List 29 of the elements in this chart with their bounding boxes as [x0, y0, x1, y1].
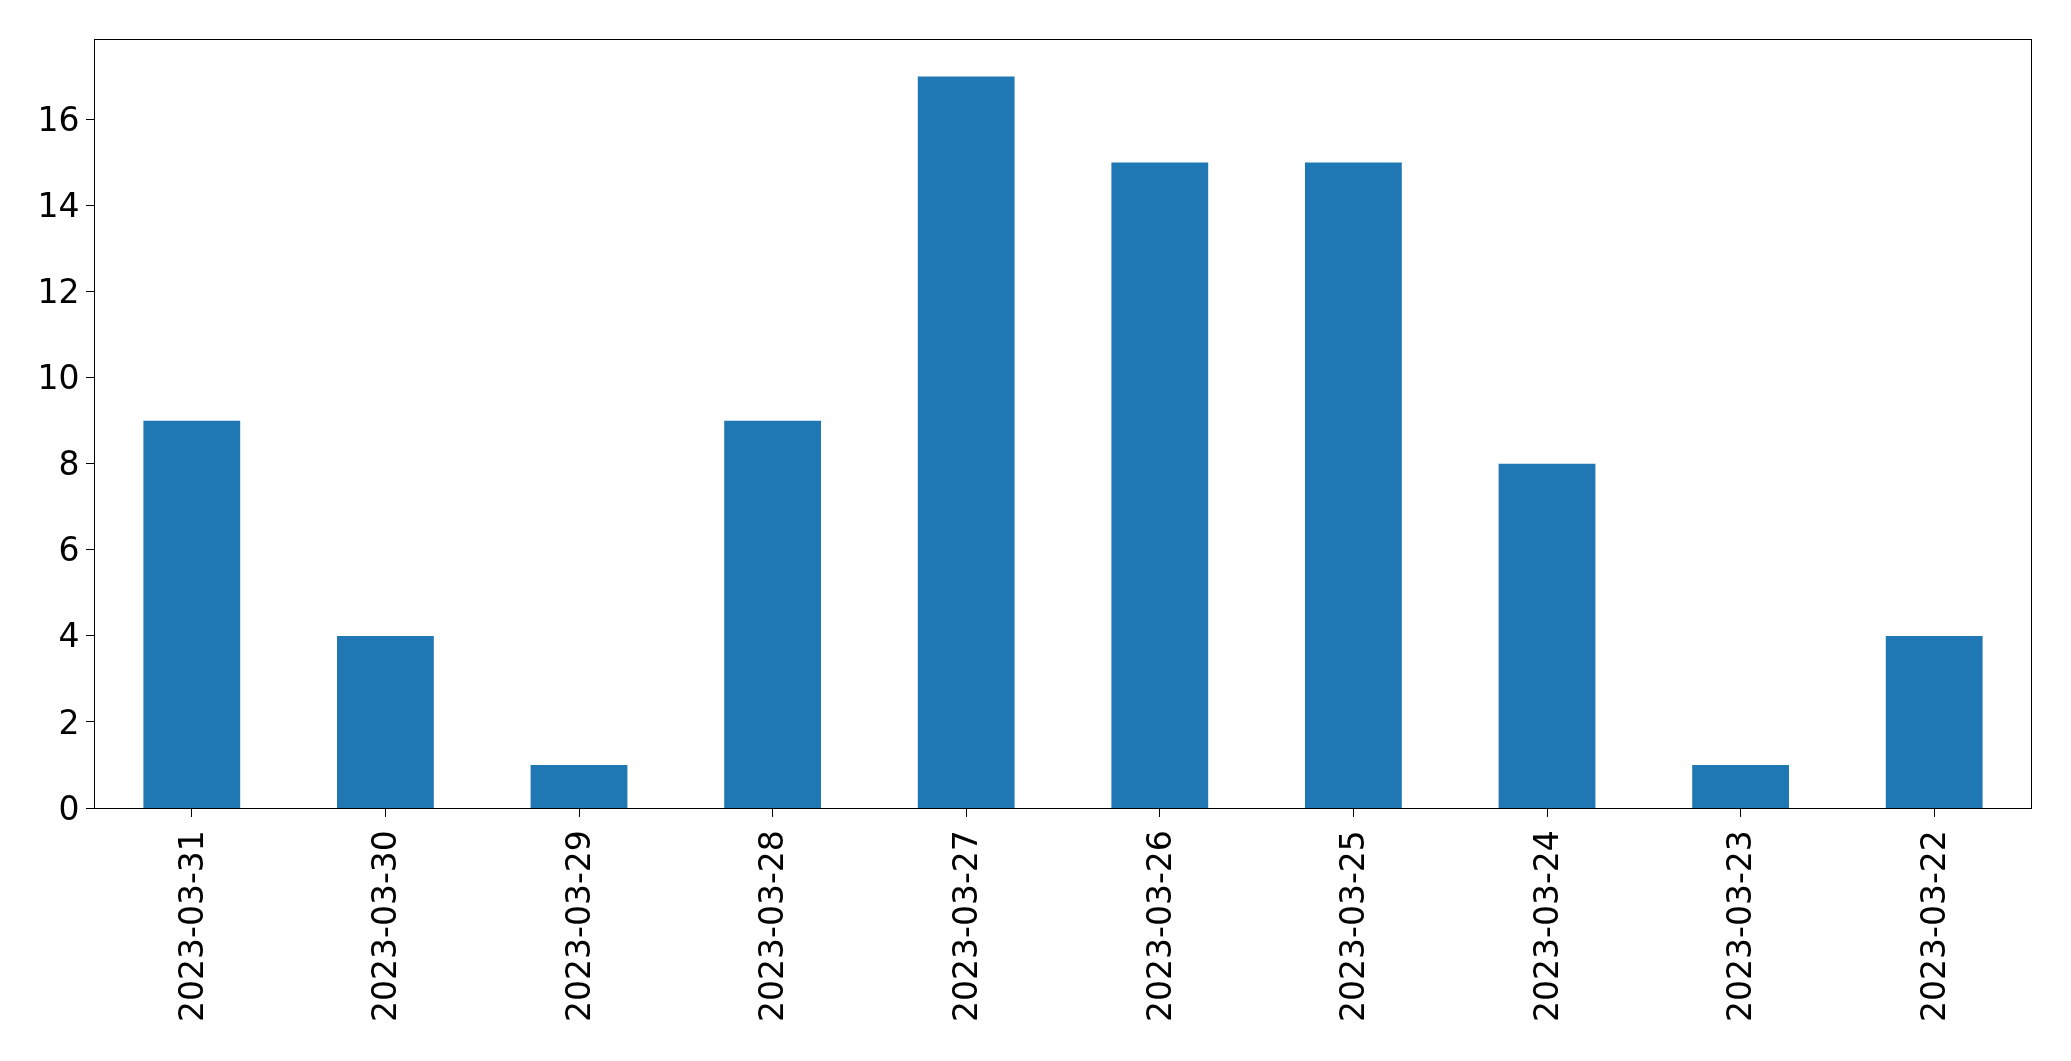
y-tick-label: 4 [58, 616, 80, 656]
bar [917, 76, 1015, 808]
y-tick-label: 6 [58, 530, 80, 570]
x-tick-label: 2023-03-24 [1526, 830, 1566, 1022]
x-tick-label: 2023-03-30 [365, 830, 405, 1022]
bar [337, 635, 434, 808]
bar [1885, 635, 1983, 808]
bar [143, 420, 241, 808]
x-tick-label: 2023-03-25 [1333, 830, 1373, 1022]
y-tick-label: 8 [58, 444, 80, 484]
y-tick-label: 14 [37, 186, 80, 226]
bar [1498, 463, 1596, 808]
x-tick-label: 2023-03-22 [1913, 830, 1953, 1022]
bar [1305, 162, 1402, 808]
y-tick-label: 0 [58, 788, 80, 828]
x-tick-label: 2023-03-26 [1139, 830, 1179, 1022]
x-tick-label: 2023-03-28 [752, 830, 792, 1022]
bar [724, 420, 821, 808]
y-tick-label: 12 [37, 272, 80, 312]
x-tick-label: 2023-03-29 [558, 830, 598, 1022]
y-tick-label: 16 [37, 100, 80, 140]
x-tick-label: 2023-03-31 [171, 830, 211, 1022]
y-tick-label: 2 [58, 702, 80, 742]
bar [530, 764, 628, 808]
x-tick-label: 2023-03-27 [945, 830, 985, 1022]
bar [1692, 764, 1789, 808]
x-tick-label: 2023-03-23 [1720, 830, 1760, 1022]
y-tick-label: 10 [37, 358, 80, 398]
bar [1111, 162, 1209, 808]
